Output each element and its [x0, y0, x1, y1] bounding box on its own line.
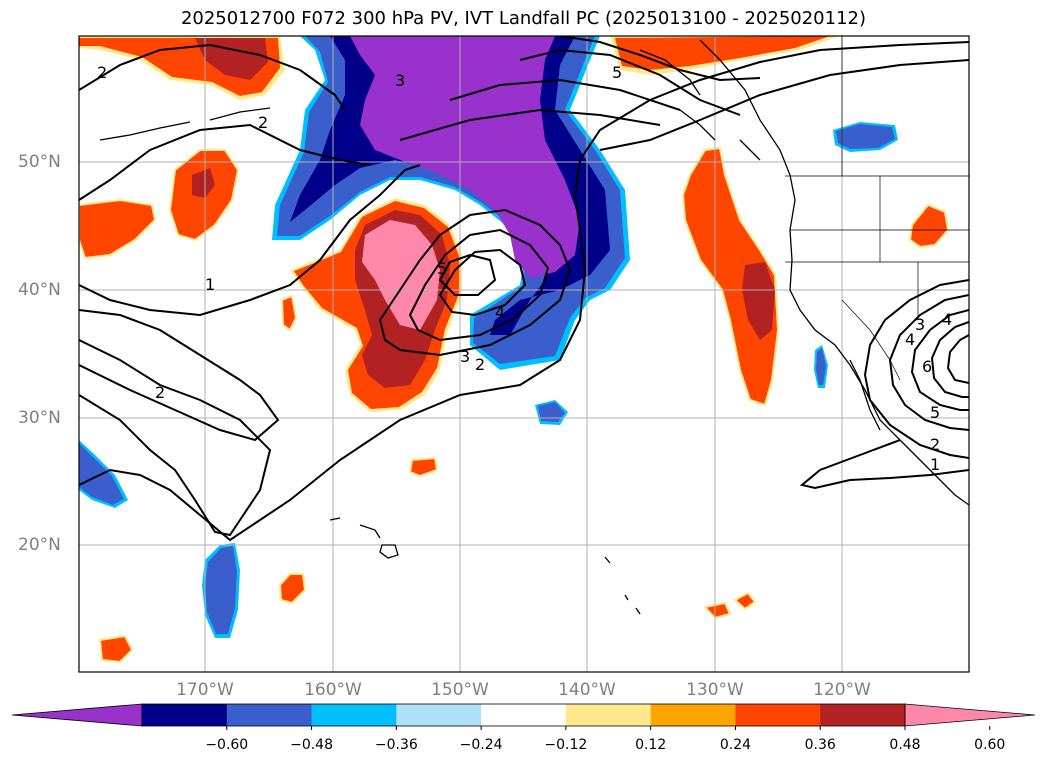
contour-label: 4 [942, 310, 952, 329]
pv-anomaly-fields [79, 36, 950, 664]
colorbar-tick-label: −0.48 [290, 737, 333, 753]
contour-label: 2 [475, 355, 485, 374]
colorbar-bin [650, 704, 736, 726]
lat-label: 50°N [18, 152, 61, 172]
contour-label: 4 [905, 330, 915, 349]
colorbar-bin [142, 704, 228, 726]
colorbar-frame [141, 703, 906, 727]
pv-positive-small-1 [280, 294, 298, 332]
colorbar-tick-label: −0.12 [544, 737, 588, 753]
colorbar-tick-label: 0.36 [804, 737, 836, 753]
pv-positive-small-6 [733, 591, 757, 611]
colorbar-tick-label: −0.36 [374, 737, 418, 753]
map-title: 2025012700 F072 300 hPa PV, IVT Landfall… [180, 8, 867, 29]
contour-label: 2 [97, 63, 107, 82]
colorbar-bin [311, 704, 397, 726]
colorbar-tick-label: −0.24 [459, 737, 503, 753]
contour-label: 2 [258, 113, 268, 132]
colorbar-bin [820, 704, 906, 726]
pv-positive-small-2 [408, 456, 439, 478]
contour-label-group: 2 2 1 2 3 5 4 3 2 5 3 4 4 6 5 2 1 [97, 63, 952, 474]
graticule [79, 36, 969, 672]
ivt-contours [79, 36, 969, 542]
colorbar-extend-low [11, 703, 143, 727]
colorbar-bin [226, 704, 313, 726]
colorbar-tick-label: 0.24 [719, 737, 752, 753]
pv-positive-small-7 [908, 203, 950, 249]
contour-label: 3 [395, 71, 405, 90]
political-borders [785, 36, 969, 381]
pv-positive-coastal [681, 146, 780, 407]
contour-label: 2 [155, 383, 165, 402]
colorbar-extend-high [904, 703, 1036, 727]
colorbar-bin [735, 704, 821, 726]
contour-label: 3 [915, 315, 925, 334]
lon-label: 120°W [813, 680, 871, 700]
contour-label: 3 [460, 347, 470, 366]
lon-label: 160°W [304, 680, 362, 700]
lat-label: 30°N [18, 408, 61, 428]
contour-label: 2 [930, 435, 940, 454]
pv-positive-small-4 [98, 634, 134, 664]
contour-label: 1 [930, 455, 940, 474]
pv-positive-small-5 [703, 601, 732, 620]
contour-label: 1 [205, 275, 215, 294]
contour-label: 4 [495, 303, 505, 322]
lon-label: 130°W [686, 680, 744, 700]
map-frame [78, 35, 970, 673]
colorbar-tick-label: 0.12 [635, 737, 667, 753]
colorbar-bin [565, 704, 652, 726]
lat-label: 20°N [18, 535, 61, 555]
lat-label: 40°N [18, 280, 61, 300]
lon-label: 150°W [431, 680, 489, 700]
colorbar-swatches [11, 703, 1036, 730]
colorbar-bin [396, 704, 482, 726]
contour-label: 5 [437, 259, 447, 278]
contour-label: 5 [930, 403, 940, 422]
pv-positive-blob-b [79, 198, 157, 260]
colorbar-tick-label: 0.60 [974, 737, 1006, 753]
pv-positive-small-3 [278, 573, 307, 605]
coastlines [99, 39, 969, 615]
colorbar-tick-label: −0.60 [205, 737, 249, 753]
colorbar-bin [481, 704, 567, 726]
contour-label: 5 [612, 63, 622, 82]
colorbar-tick-label: 0.48 [889, 737, 921, 753]
pv-positive-3 [362, 220, 440, 330]
map-figure: 2 2 1 2 3 5 4 3 2 5 3 4 4 6 5 2 1 [78, 35, 970, 673]
contour-label: 6 [922, 357, 932, 376]
lon-label: 170°W [176, 680, 234, 700]
lon-label: 140°W [558, 680, 616, 700]
